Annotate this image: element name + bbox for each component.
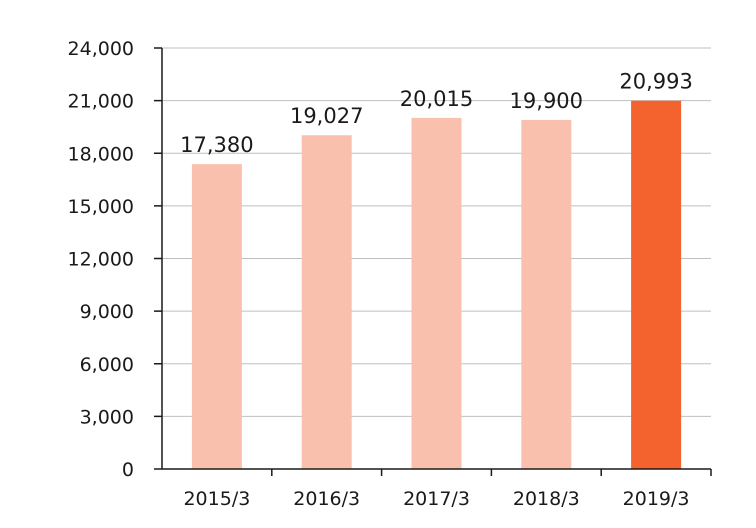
x-tick-label: 2018/3 (513, 488, 580, 510)
bar (521, 119, 572, 469)
y-tick-label: 9,000 (80, 301, 134, 323)
bar (191, 164, 242, 469)
y-tick-label: 24,000 (68, 38, 134, 60)
bar (411, 117, 462, 470)
x-tick-label: 2016/3 (293, 488, 360, 510)
axes (154, 47, 712, 476)
y-tick-label: 3,000 (80, 406, 134, 428)
x-tick-label: 2017/3 (403, 488, 470, 510)
bars (191, 100, 682, 470)
data-label: 19,900 (510, 89, 583, 113)
bar (301, 135, 352, 469)
y-tick-label: 18,000 (68, 143, 134, 165)
x-tick-label: 2019/3 (623, 488, 690, 510)
data-label: 17,380 (180, 133, 253, 157)
y-tick-label: 12,000 (68, 249, 134, 271)
x-tick-labels: 2015/3 2016/3 2017/3 2018/3 2019/3 (183, 488, 689, 510)
y-tick-label: 21,000 (68, 91, 134, 113)
data-label: 19,027 (290, 104, 363, 128)
y-tick-labels: 0 3,000 6,000 9,000 12,000 15,000 18,000 21,000… (68, 38, 134, 481)
y-tick-label: 15,000 (68, 196, 134, 218)
data-labels: 17,380 19,027 20,015 19,900 20,993 (180, 70, 693, 157)
x-tick-label: 2015/3 (183, 488, 250, 510)
y-tick-label: 6,000 (80, 354, 134, 376)
data-label: 20,993 (619, 70, 692, 94)
y-tick-label: 0 (122, 459, 134, 481)
data-label: 20,015 (400, 87, 473, 111)
bar (631, 100, 682, 469)
